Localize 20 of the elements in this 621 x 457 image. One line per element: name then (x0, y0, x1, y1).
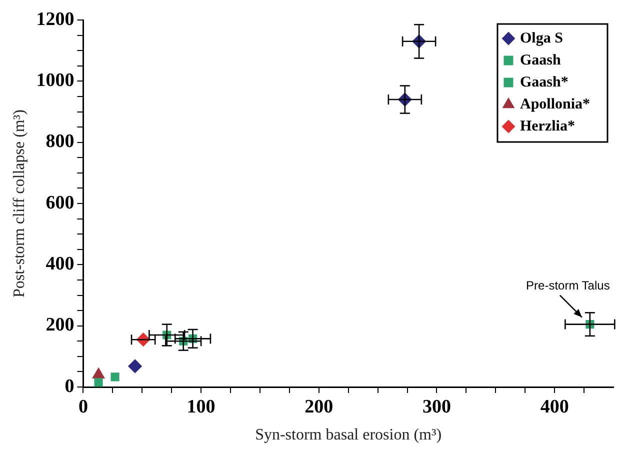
x-tick-label: 100 (186, 396, 216, 418)
y-axis-title: Post-storm cliff collapse (m³) (10, 109, 28, 298)
legend-label: Gaash* (520, 74, 568, 90)
x-axis-title: Syn-storm basal erosion (m³) (255, 426, 442, 444)
legend-label: Olga S (520, 30, 563, 46)
legend-label: Gaash (520, 52, 562, 68)
x-tick-label: 400 (540, 396, 569, 418)
legend-label: Herzlia* (520, 118, 575, 134)
x-tick-label: 300 (422, 396, 451, 418)
legend-label: Apollonia* (520, 96, 590, 112)
annotation: Pre-storm Talus (526, 278, 610, 293)
y-tick-label: 0 (64, 376, 74, 397)
y-tick-label: 400 (46, 254, 74, 275)
y-tick-label: 1000 (36, 70, 74, 92)
y-tick-label: 200 (46, 314, 74, 336)
y-tick-label: 600 (46, 192, 74, 214)
x-tick-label: 200 (304, 396, 334, 418)
y-tick-label: 800 (46, 131, 74, 152)
y-tick-label: 1200 (36, 8, 74, 30)
x-tick-label: 0 (78, 396, 88, 418)
